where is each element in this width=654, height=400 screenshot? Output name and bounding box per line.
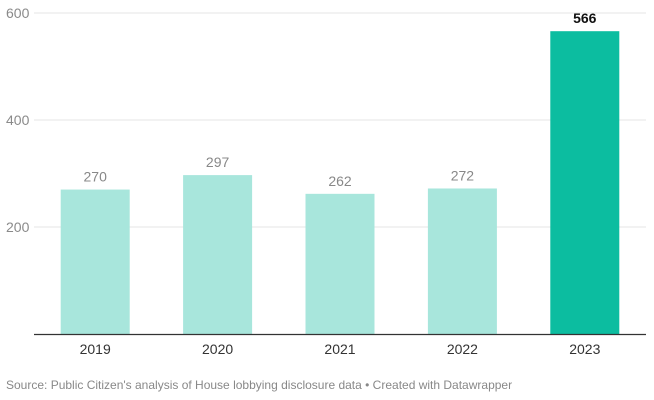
source-note: Source: Public Citizen's analysis of Hou… <box>6 378 513 392</box>
data-label-2023: 566 <box>573 10 597 26</box>
y-tick-label: 600 <box>6 5 30 21</box>
bars <box>60 31 620 334</box>
y-axis-ticks: 200 400 600 <box>6 5 30 235</box>
x-tick-label-2022: 2022 <box>447 341 478 357</box>
x-axis-ticks: 2019 2020 2021 2022 2023 <box>80 341 601 357</box>
bar-2021 <box>305 193 375 334</box>
data-label-2021: 262 <box>328 173 352 189</box>
data-label-2022: 272 <box>451 167 475 183</box>
bar-2019 <box>60 189 130 334</box>
x-tick-label-2020: 2020 <box>202 341 233 357</box>
bar-2020 <box>183 175 253 334</box>
data-label-2019: 270 <box>84 169 108 185</box>
x-tick-label-2023: 2023 <box>569 341 600 357</box>
bar-2022 <box>427 188 497 334</box>
y-tick-label: 200 <box>6 219 30 235</box>
x-tick-label-2019: 2019 <box>80 341 111 357</box>
data-labels: 270 297 262 272 566 <box>84 10 597 189</box>
data-label-2020: 297 <box>206 154 230 170</box>
x-tick-label-2021: 2021 <box>324 341 355 357</box>
bar-2023 <box>550 31 620 334</box>
y-tick-label: 400 <box>6 112 30 128</box>
